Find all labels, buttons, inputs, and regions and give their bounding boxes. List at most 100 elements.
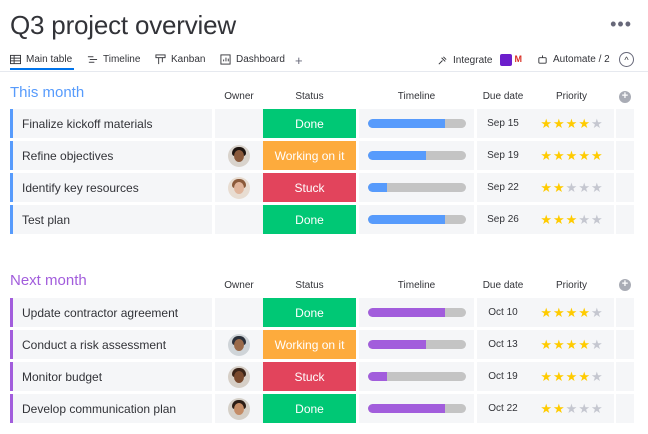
due-date-cell[interactable]: Sep 22: [477, 173, 529, 202]
integrate-button[interactable]: Integrate M: [437, 54, 522, 66]
star-icon[interactable]: ★: [565, 305, 578, 320]
priority-rating[interactable]: ★ ★ ★ ★ ★: [529, 109, 614, 138]
man-avatar-turban[interactable]: [228, 333, 250, 356]
star-icon[interactable]: ★: [540, 116, 553, 131]
star-icon[interactable]: ★: [540, 180, 553, 195]
due-date-cell[interactable]: Oct 13: [477, 330, 529, 359]
priority-rating[interactable]: ★ ★ ★ ★ ★: [529, 362, 614, 391]
group-title[interactable]: Next month: [10, 272, 87, 289]
status-badge[interactable]: Stuck: [263, 362, 356, 391]
star-icon[interactable]: ★: [553, 212, 565, 227]
star-icon[interactable]: ★: [590, 401, 603, 416]
star-icon[interactable]: ★: [590, 148, 603, 163]
star-icon[interactable]: ★: [578, 369, 590, 384]
star-icon[interactable]: ★: [553, 401, 565, 416]
star-icon[interactable]: ★: [590, 116, 603, 131]
star-icon[interactable]: ★: [590, 369, 603, 384]
star-icon[interactable]: ★: [590, 337, 603, 352]
status-badge[interactable]: Working on it: [263, 330, 356, 359]
star-icon[interactable]: ★: [565, 116, 578, 131]
due-date-cell[interactable]: Sep 26: [477, 205, 529, 234]
add-column-button[interactable]: +: [619, 91, 631, 103]
item-name-cell[interactable]: Test plan: [10, 205, 212, 234]
priority-rating[interactable]: ★ ★ ★ ★ ★: [529, 330, 614, 359]
timeline-cell[interactable]: [359, 362, 474, 391]
due-date-cell[interactable]: Sep 15: [477, 109, 529, 138]
item-name-cell[interactable]: Monitor budget: [10, 362, 212, 391]
automate-button[interactable]: Automate / 2: [537, 54, 610, 65]
star-icon[interactable]: ★: [565, 401, 578, 416]
item-name-cell[interactable]: Refine objectives: [10, 141, 212, 170]
star-icon[interactable]: ★: [540, 212, 553, 227]
item-name-cell[interactable]: Develop communication plan: [10, 394, 212, 423]
column-owner[interactable]: Owner: [224, 280, 254, 291]
timeline-cell[interactable]: [359, 205, 474, 234]
tab-dashboard[interactable]: Dashboard: [220, 54, 285, 65]
star-icon[interactable]: ★: [578, 180, 590, 195]
status-badge[interactable]: Done: [263, 394, 356, 423]
owner-cell[interactable]: [215, 362, 263, 391]
due-date-cell[interactable]: Sep 19: [477, 141, 529, 170]
timeline-cell[interactable]: [359, 394, 474, 423]
status-badge[interactable]: Done: [263, 298, 356, 327]
star-icon[interactable]: ★: [540, 148, 553, 163]
item-name-cell[interactable]: Finalize kickoff materials: [10, 109, 212, 138]
priority-rating[interactable]: ★ ★ ★ ★ ★: [529, 173, 614, 202]
star-icon[interactable]: ★: [590, 305, 603, 320]
star-icon[interactable]: ★: [553, 116, 565, 131]
owner-cell[interactable]: [215, 394, 263, 423]
item-name-cell[interactable]: Update contractor agreement: [10, 298, 212, 327]
star-icon[interactable]: ★: [590, 180, 603, 195]
due-date-cell[interactable]: Oct 19: [477, 362, 529, 391]
column-owner[interactable]: Owner: [224, 91, 254, 102]
star-icon[interactable]: ★: [553, 180, 565, 195]
star-icon[interactable]: ★: [578, 116, 590, 131]
priority-rating[interactable]: ★ ★ ★ ★ ★: [529, 205, 614, 234]
owner-cell[interactable]: [215, 109, 263, 138]
priority-rating[interactable]: ★ ★ ★ ★ ★: [529, 298, 614, 327]
woman-avatar-curly[interactable]: [228, 365, 250, 388]
column-status[interactable]: Status: [295, 280, 324, 291]
due-date-cell[interactable]: Oct 22: [477, 394, 529, 423]
item-name-cell[interactable]: Identify key resources: [10, 173, 212, 202]
star-icon[interactable]: ★: [578, 305, 590, 320]
column-due-date[interactable]: Due date: [482, 91, 524, 102]
star-icon[interactable]: ★: [565, 148, 578, 163]
owner-cell[interactable]: [215, 205, 263, 234]
column-due-date[interactable]: Due date: [482, 280, 524, 291]
owner-cell[interactable]: [215, 330, 263, 359]
due-date-cell[interactable]: Oct 10: [477, 298, 529, 327]
column-priority[interactable]: Priority: [555, 91, 588, 102]
star-icon[interactable]: ★: [540, 337, 553, 352]
item-name-cell[interactable]: Conduct a risk assessment: [10, 330, 212, 359]
owner-cell[interactable]: [215, 173, 263, 202]
priority-rating[interactable]: ★ ★ ★ ★ ★: [529, 141, 614, 170]
column-priority[interactable]: Priority: [555, 280, 588, 291]
star-icon[interactable]: ★: [540, 401, 553, 416]
add-column-button[interactable]: +: [619, 279, 631, 291]
star-icon[interactable]: ★: [578, 337, 590, 352]
status-badge[interactable]: Working on it: [263, 141, 356, 170]
star-icon[interactable]: ★: [553, 337, 565, 352]
timeline-cell[interactable]: [359, 298, 474, 327]
status-badge[interactable]: Stuck: [263, 173, 356, 202]
star-icon[interactable]: ★: [553, 305, 565, 320]
star-icon[interactable]: ★: [540, 369, 553, 384]
star-icon[interactable]: ★: [565, 337, 578, 352]
status-badge[interactable]: Done: [263, 109, 356, 138]
timeline-cell[interactable]: [359, 109, 474, 138]
timeline-cell[interactable]: [359, 330, 474, 359]
woman-avatar-dark[interactable]: [228, 144, 250, 167]
star-icon[interactable]: ★: [553, 369, 565, 384]
star-icon[interactable]: ★: [578, 148, 590, 163]
star-icon[interactable]: ★: [578, 212, 590, 227]
column-timeline[interactable]: Timeline: [397, 91, 436, 102]
priority-rating[interactable]: ★ ★ ★ ★ ★: [529, 394, 614, 423]
star-icon[interactable]: ★: [540, 305, 553, 320]
man-avatar-beard[interactable]: [228, 397, 250, 420]
star-icon[interactable]: ★: [565, 212, 578, 227]
woman-avatar-light[interactable]: [228, 176, 250, 199]
collapse-icon[interactable]: ^: [619, 52, 634, 67]
group-title[interactable]: This month: [10, 84, 85, 101]
star-icon[interactable]: ★: [565, 369, 578, 384]
